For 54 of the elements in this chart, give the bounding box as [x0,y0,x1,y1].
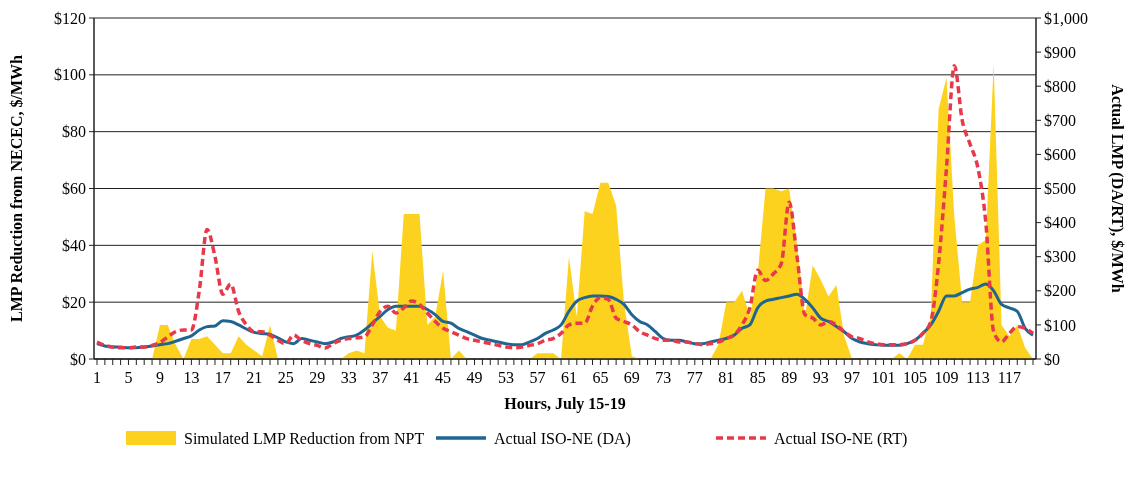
y2-tick-label: $400 [1044,214,1076,232]
y2-tick-label: $700 [1044,111,1076,129]
x-tick-label: 13 [183,369,200,386]
x-tick-label: 37 [372,369,389,386]
x-tick-label: 109 [934,369,959,386]
x-tick-label: 85 [749,369,766,386]
y2-tick-label: $500 [1044,180,1076,198]
x-tick-label: 89 [781,369,798,386]
x-tick-label: 117 [997,369,1022,386]
x-tick-label: 49 [466,369,483,386]
y2-tick-label: $600 [1044,146,1076,163]
y-tick-label: $20 [62,293,86,311]
y2-tick-label: $300 [1044,248,1076,266]
y2-tick-label: $200 [1044,282,1076,300]
y2-tick-label: $800 [1044,77,1076,95]
x-tick-label: 105 [903,369,928,386]
y-tick-label: $100 [54,66,86,84]
x-tick-label: 113 [966,369,990,386]
x-tick-label: 17 [214,369,231,386]
x-tick-label: 81 [718,369,735,386]
x-tick-label: 73 [655,369,672,386]
legend-label: Actual ISO-NE (RT) [774,429,908,448]
x-tick-label: 77 [686,369,703,386]
y-tick-label: $0 [70,350,86,368]
legend-label: Actual ISO-NE (DA) [494,429,631,448]
y-tick-label: $60 [62,180,86,198]
x-tick-label: 1 [93,369,101,386]
x-tick-label: 69 [623,369,640,386]
x-tick-label: 9 [155,369,164,386]
legend-label: Simulated LMP Reduction from NPT [184,429,425,447]
x-tick-label: 101 [871,369,896,386]
x-tick-label: 97 [844,369,861,386]
x-tick-label: 61 [560,369,577,386]
x-tick-label: 33 [340,369,357,386]
x-tick-label: 5 [124,369,133,386]
y2-tick-label: $0 [1044,350,1060,368]
x-tick-label: 53 [498,369,515,386]
x-tick-label: 93 [812,369,829,386]
x-tick-label: 21 [246,369,263,386]
x-tick-label: 65 [592,369,609,386]
x-tick-label: 25 [277,369,294,386]
x-tick-label: 57 [529,369,546,386]
x-tick-label: 45 [435,369,452,386]
x-tick-label: 41 [403,369,420,386]
y2-axis-title: Actual LMP (DA/RT), $/MWh [1108,84,1126,293]
y2-tick-label: $1,000 [1044,9,1088,27]
y-tick-label: $80 [62,123,86,141]
y-axis-title: LMP Reduction from NECEC, $/MWh [8,54,25,322]
x-tick-label: 29 [309,369,326,386]
y-tick-label: $40 [62,236,86,254]
y-tick-label: $120 [54,9,86,27]
y2-tick-label: $900 [1044,43,1076,61]
x-axis-title: Hours, July 15-19 [504,395,626,413]
y2-tick-label: $100 [1044,316,1076,334]
